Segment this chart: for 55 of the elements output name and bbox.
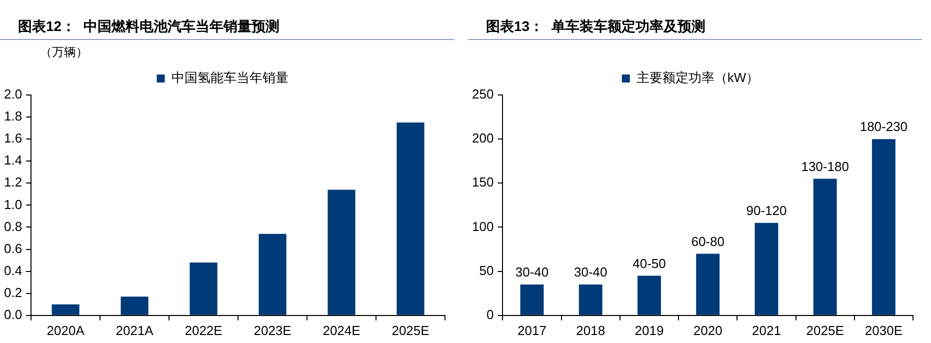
data-label: 30-40 xyxy=(515,264,549,280)
y-tick-label: 0.8 xyxy=(4,218,22,234)
bar xyxy=(328,190,356,315)
y-tick-label: 1.6 xyxy=(4,130,22,146)
data-label: 30-40 xyxy=(574,264,608,280)
x-tick-label: 2021A xyxy=(116,322,154,338)
y-tick-label: 1.2 xyxy=(4,174,22,190)
x-tick-label: 2023E xyxy=(254,322,292,338)
bar xyxy=(190,262,218,315)
bar xyxy=(696,254,720,315)
y-tick-label: 2.0 xyxy=(4,86,22,102)
y-tick-label: 1.4 xyxy=(4,152,22,168)
y-tick-label: 1.0 xyxy=(4,196,22,212)
y-tick-label: 0.4 xyxy=(4,262,22,278)
x-tick-label: 2020 xyxy=(693,322,722,338)
y-tick-label: 0.2 xyxy=(4,284,22,300)
x-tick-label: 2030E xyxy=(864,322,903,338)
x-tick-label: 2019 xyxy=(634,322,664,338)
legend-label: 中国氢能车当年销量 xyxy=(171,70,288,86)
x-tick-label: 2025E xyxy=(392,322,430,338)
x-tick-label: 2021 xyxy=(752,322,781,338)
bar xyxy=(638,276,661,315)
bar xyxy=(872,139,896,315)
data-label: 130-180 xyxy=(801,158,849,174)
x-tick-label: 2017 xyxy=(518,322,546,338)
y-tick-label: 50 xyxy=(479,262,494,278)
y-axis-title: （万辆） xyxy=(40,45,88,59)
y-tick-label: 200 xyxy=(472,130,494,146)
bar xyxy=(120,296,148,315)
data-label: 40-50 xyxy=(632,256,666,271)
bar xyxy=(52,304,80,315)
y-tick-label: 250 xyxy=(472,86,494,102)
bar xyxy=(396,122,424,315)
bar xyxy=(520,284,544,315)
bar xyxy=(578,284,602,315)
y-tick-label: 150 xyxy=(472,174,494,190)
data-label: 60-80 xyxy=(691,234,724,249)
bar xyxy=(754,222,778,315)
data-label: 90-120 xyxy=(746,202,787,218)
bar xyxy=(258,234,286,315)
x-tick-label: 2018 xyxy=(576,322,606,338)
chart-title: 图表12： 中国燃料电池汽车当年销量预测 xyxy=(0,0,454,40)
chart-title: 图表13： 单车装车额定功率及预测 xyxy=(468,0,922,40)
data-label: 180-230 xyxy=(860,119,908,134)
y-tick-label: 0.0 xyxy=(4,306,22,322)
y-tick-label: 0 xyxy=(486,306,494,322)
y-tick-label: 100 xyxy=(472,218,494,234)
legend-label: 主要额定功率（kW） xyxy=(636,70,760,86)
y-tick-label: 0.6 xyxy=(4,240,22,256)
x-tick-label: 2020A xyxy=(46,322,85,338)
x-tick-label: 2024E xyxy=(322,322,361,338)
bar xyxy=(813,178,837,315)
y-tick-label: 1.8 xyxy=(4,108,22,124)
x-tick-label: 2022E xyxy=(184,322,223,338)
x-tick-label: 2025E xyxy=(806,322,844,338)
